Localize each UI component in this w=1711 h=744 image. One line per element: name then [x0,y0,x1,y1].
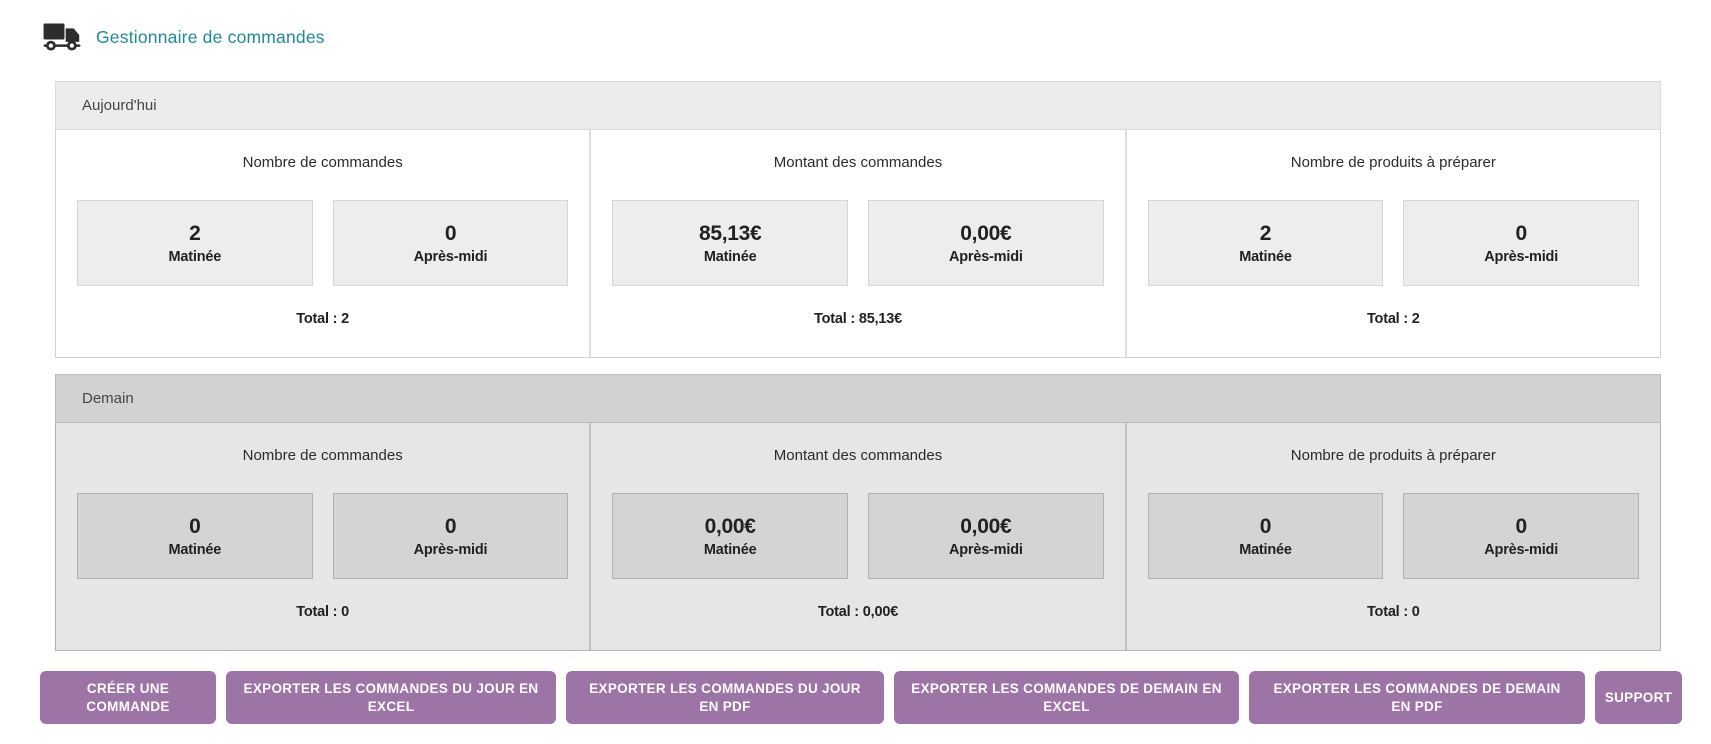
stat-label: Après-midi [413,249,488,266]
stat-label: Après-midi [1484,542,1559,559]
tomorrow-amount-total: Total : 0,00€ [817,604,899,620]
column-title: Montant des commandes [773,447,943,464]
stat-value: 0 [444,221,457,245]
page-title: Gestionnaire de commandes [96,26,325,47]
box-row: 2 Matinée 0 Après-midi [77,200,569,286]
today-orders-morning-box: 2 Matinée [77,200,313,286]
tomorrow-orders-afternoon-box: 0 Après-midi [332,493,569,579]
stat-label: Matinée [168,542,222,559]
today-amount-morning-box: 85,13€ Matinée [612,200,848,286]
stat-value: 0 [189,514,201,538]
stat-value: 2 [1259,221,1272,245]
stat-label: Après-midi [948,542,1023,559]
stat-value: 0 [444,514,457,538]
column-title: Nombre de commandes [242,447,403,464]
export-tomorrow-pdf-button[interactable]: EXPORTER LES COMMANDES DE DEMAIN EN PDF [1249,671,1585,724]
stat-label: Matinée [168,249,222,266]
tomorrow-orders-morning-box: 0 Matinée [77,493,313,579]
support-button[interactable]: SUPPORT [1595,671,1682,724]
tomorrow-products-total: Total : 0 [1366,604,1420,620]
today-products-afternoon-box: 0 Après-midi [1403,200,1639,286]
box-row: 0 Matinée 0 Après-midi [77,493,569,579]
stat-label: Après-midi [413,542,488,559]
tomorrow-panel: Demain Nombre de commandes 0 Matinée 0 A… [55,374,1661,651]
column-title: Nombre de commandes [242,154,403,171]
tomorrow-products-column: Nombre de produits à préparer 0 Matinée … [1127,423,1660,650]
tomorrow-panel-body: Nombre de commandes 0 Matinée 0 Après-mi… [55,423,1661,651]
app-header: Gestionnaire de commandes [0,0,1711,54]
action-button-row: CRÉER UNE COMMANDE EXPORTER LES COMMANDE… [40,671,1682,724]
today-orders-amount-column: Montant des commandes 85,13€ Matinée 0,0… [591,130,1127,357]
tomorrow-orders-count-column: Nombre de commandes 0 Matinée 0 Après-mi… [56,423,592,650]
today-panel-body: Nombre de commandes 2 Matinée 0 Après-mi… [55,130,1661,358]
today-products-total: Total : 2 [1366,311,1420,327]
today-panel-header: Aujourd'hui [55,81,1661,130]
box-row: 2 Matinée 0 Après-midi [1147,200,1639,286]
tomorrow-orders-total: Total : 0 [296,604,350,620]
tomorrow-panel-header: Demain [55,374,1661,423]
today-products-morning-box: 2 Matinée [1147,200,1384,286]
column-title: Montant des commandes [773,154,943,171]
box-row: 85,13€ Matinée 0,00€ Après-midi [612,200,1104,286]
today-orders-count-column: Nombre de commandes 2 Matinée 0 Après-mi… [56,130,592,357]
today-products-column: Nombre de produits à préparer 2 Matinée … [1127,130,1660,357]
tomorrow-products-morning-box: 0 Matinée [1147,493,1384,579]
export-tomorrow-excel-button[interactable]: EXPORTER LES COMMANDES DE DEMAIN EN EXCE… [894,671,1239,724]
column-title: Nombre de produits à préparer [1290,447,1496,464]
today-amount-afternoon-box: 0,00€ Après-midi [868,200,1104,286]
stat-label: Matinée [703,249,757,266]
today-amount-total: Total : 85,13€ [813,311,902,327]
stat-value: 0,00€ [960,221,1012,245]
stat-value: 0 [1515,514,1527,538]
stat-value: 0 [1515,221,1527,245]
box-row: 0,00€ Matinée 0,00€ Après-midi [612,493,1104,579]
today-panel: Aujourd'hui Nombre de commandes 2 Matiné… [55,81,1661,358]
tomorrow-products-afternoon-box: 0 Après-midi [1403,493,1639,579]
export-today-excel-button[interactable]: EXPORTER LES COMMANDES DU JOUR EN EXCEL [226,671,556,724]
today-orders-afternoon-box: 0 Après-midi [332,200,569,286]
stat-value: 85,13€ [698,221,762,245]
create-order-button[interactable]: CRÉER UNE COMMANDE [40,671,216,724]
stat-label: Matinée [1239,249,1292,266]
box-row: 0 Matinée 0 Après-midi [1147,493,1639,579]
truck-icon [43,23,81,51]
stat-value: 0 [1259,514,1272,538]
tomorrow-amount-afternoon-box: 0,00€ Après-midi [868,493,1104,579]
stat-label: Matinée [1239,542,1292,559]
stat-value: 0,00€ [704,514,756,538]
tomorrow-amount-morning-box: 0,00€ Matinée [612,493,848,579]
column-title: Nombre de produits à préparer [1290,154,1496,171]
stat-label: Après-midi [948,249,1023,266]
export-today-pdf-button[interactable]: EXPORTER LES COMMANDES DU JOUR EN PDF [566,671,884,724]
stat-value: 2 [189,221,201,245]
stat-label: Après-midi [1484,249,1559,266]
today-orders-total: Total : 2 [296,311,350,327]
stat-label: Matinée [703,542,757,559]
stat-value: 0,00€ [960,514,1012,538]
tomorrow-orders-amount-column: Montant des commandes 0,00€ Matinée 0,00… [591,423,1127,650]
